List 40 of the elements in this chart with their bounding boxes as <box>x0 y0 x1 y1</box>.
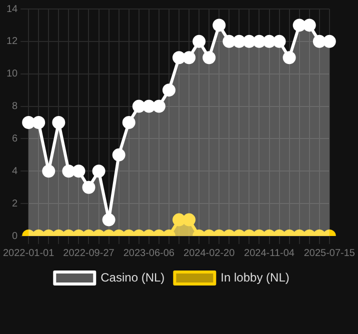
legend-label: In lobby (NL) <box>220 270 290 284</box>
x-tick-label: 2024-11-04 <box>244 248 295 259</box>
y-tick-label: 4 <box>12 166 18 177</box>
y-tick-label: 10 <box>6 68 18 80</box>
x-tick-label: 2025-07-15 <box>304 248 356 259</box>
point <box>252 34 266 48</box>
point <box>262 34 276 48</box>
point <box>142 100 156 113</box>
point <box>272 34 286 48</box>
x-tick-label: 2024-02-20 <box>184 248 236 259</box>
legend-label: Casino (NL) <box>100 270 165 284</box>
point <box>322 34 336 48</box>
y-tick-label: 6 <box>12 133 18 144</box>
y-tick-label: 2 <box>12 198 18 210</box>
point <box>162 84 176 97</box>
point <box>32 116 46 129</box>
point <box>242 34 256 48</box>
y-tick-label: 8 <box>12 101 18 112</box>
point <box>202 51 216 64</box>
x-tick-label: 2022-01-01 <box>3 248 55 259</box>
x-tick-label: 2022-09-27 <box>63 248 115 259</box>
y-tick-label: 0 <box>12 230 18 242</box>
point <box>182 51 196 64</box>
point <box>312 34 326 48</box>
point <box>22 116 36 129</box>
y-tick-label: 14 <box>6 4 18 15</box>
point <box>292 18 306 32</box>
point <box>122 116 136 129</box>
point <box>282 51 296 64</box>
point <box>302 18 316 32</box>
point <box>52 116 66 129</box>
x-tick-label: 2023-06-06 <box>123 248 175 259</box>
point <box>172 51 186 64</box>
point <box>232 34 246 48</box>
point <box>192 34 206 48</box>
point <box>212 18 226 32</box>
y-tick-label: 12 <box>6 36 18 48</box>
point <box>222 34 236 48</box>
point <box>132 100 146 113</box>
point <box>152 100 166 113</box>
